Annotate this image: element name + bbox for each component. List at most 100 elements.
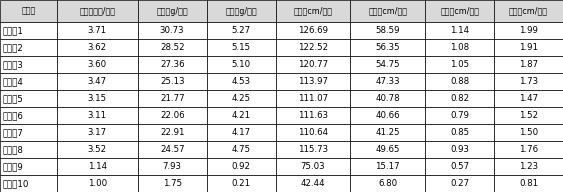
Text: 实施例4: 实施例4: [3, 77, 24, 86]
Bar: [0, 141, 57, 158]
Bar: [0, 124, 57, 141]
Text: 1.76: 1.76: [519, 145, 538, 154]
Text: 115.73: 115.73: [298, 145, 328, 154]
Text: 实施例: 实施例: [21, 7, 35, 16]
Bar: [207, 124, 275, 141]
Bar: [425, 73, 494, 90]
Text: 1.47: 1.47: [519, 94, 538, 103]
Text: 54.75: 54.75: [376, 60, 400, 69]
Text: 株高（cm/株）: 株高（cm/株）: [293, 7, 332, 16]
Text: 1.08: 1.08: [450, 43, 469, 52]
Bar: [350, 158, 425, 175]
Text: 3.60: 3.60: [88, 60, 107, 69]
Text: 实施例1: 实施例1: [3, 26, 24, 35]
Text: 1.23: 1.23: [519, 162, 538, 171]
Text: 分蘖数（个/株）: 分蘖数（个/株）: [79, 7, 115, 16]
Text: 3.71: 3.71: [88, 26, 107, 35]
Text: 3.11: 3.11: [88, 111, 107, 120]
Text: 0.79: 0.79: [450, 111, 469, 120]
Bar: [57, 158, 138, 175]
Bar: [425, 39, 494, 56]
Bar: [350, 107, 425, 124]
Text: 实施例10: 实施例10: [3, 179, 29, 188]
Bar: [138, 22, 207, 39]
Text: 实施例3: 实施例3: [3, 60, 24, 69]
Bar: [207, 107, 275, 124]
Bar: [494, 22, 563, 39]
Text: 1.14: 1.14: [450, 26, 469, 35]
Text: 叶宽（cm/株）: 叶宽（cm/株）: [509, 7, 548, 16]
Text: 1.91: 1.91: [519, 43, 538, 52]
Text: 5.15: 5.15: [231, 43, 251, 52]
Text: 4.75: 4.75: [231, 145, 251, 154]
Text: 22.06: 22.06: [160, 111, 185, 120]
Bar: [138, 107, 207, 124]
Text: 0.93: 0.93: [450, 145, 469, 154]
Text: 28.52: 28.52: [160, 43, 185, 52]
Text: 茎高（cm/株）: 茎高（cm/株）: [368, 7, 407, 16]
Text: 0.27: 0.27: [450, 179, 469, 188]
Text: 实施例9: 实施例9: [3, 162, 24, 171]
Text: 111.63: 111.63: [298, 111, 328, 120]
Bar: [138, 175, 207, 192]
Text: 1.87: 1.87: [519, 60, 538, 69]
Text: 1.52: 1.52: [519, 111, 538, 120]
Bar: [275, 175, 350, 192]
Bar: [207, 158, 275, 175]
Bar: [0, 90, 57, 107]
Bar: [350, 141, 425, 158]
Bar: [494, 141, 563, 158]
Bar: [350, 22, 425, 39]
Bar: [138, 124, 207, 141]
Text: 40.66: 40.66: [376, 111, 400, 120]
Text: 41.25: 41.25: [376, 128, 400, 137]
Bar: [494, 73, 563, 90]
Bar: [350, 0, 425, 22]
Text: 1.00: 1.00: [88, 179, 107, 188]
Text: 3.52: 3.52: [88, 145, 107, 154]
Bar: [350, 56, 425, 73]
Bar: [207, 22, 275, 39]
Text: 110.64: 110.64: [298, 128, 328, 137]
Bar: [57, 22, 138, 39]
Bar: [138, 56, 207, 73]
Text: 24.57: 24.57: [160, 145, 185, 154]
Bar: [275, 107, 350, 124]
Bar: [275, 56, 350, 73]
Bar: [275, 124, 350, 141]
Text: 122.52: 122.52: [298, 43, 328, 52]
Bar: [425, 175, 494, 192]
Bar: [425, 0, 494, 22]
Text: 111.07: 111.07: [298, 94, 328, 103]
Text: 鲜重（g/株）: 鲜重（g/株）: [157, 7, 188, 16]
Bar: [494, 0, 563, 22]
Bar: [275, 90, 350, 107]
Text: 实施例5: 实施例5: [3, 94, 24, 103]
Bar: [275, 0, 350, 22]
Text: 实施例6: 实施例6: [3, 111, 24, 120]
Text: 4.53: 4.53: [231, 77, 251, 86]
Bar: [494, 39, 563, 56]
Text: 0.88: 0.88: [450, 77, 469, 86]
Bar: [207, 56, 275, 73]
Text: 4.21: 4.21: [231, 111, 251, 120]
Bar: [207, 73, 275, 90]
Bar: [138, 73, 207, 90]
Bar: [350, 39, 425, 56]
Bar: [57, 0, 138, 22]
Text: 30.73: 30.73: [160, 26, 185, 35]
Bar: [57, 39, 138, 56]
Text: 75.03: 75.03: [301, 162, 325, 171]
Text: 4.25: 4.25: [231, 94, 251, 103]
Bar: [425, 22, 494, 39]
Text: 1.14: 1.14: [88, 162, 107, 171]
Bar: [57, 141, 138, 158]
Text: 实施例8: 实施例8: [3, 145, 24, 154]
Text: 茎粗（cm/株）: 茎粗（cm/株）: [440, 7, 479, 16]
Text: 0.92: 0.92: [231, 162, 251, 171]
Bar: [207, 90, 275, 107]
Bar: [350, 175, 425, 192]
Bar: [350, 124, 425, 141]
Text: 22.91: 22.91: [160, 128, 185, 137]
Bar: [425, 90, 494, 107]
